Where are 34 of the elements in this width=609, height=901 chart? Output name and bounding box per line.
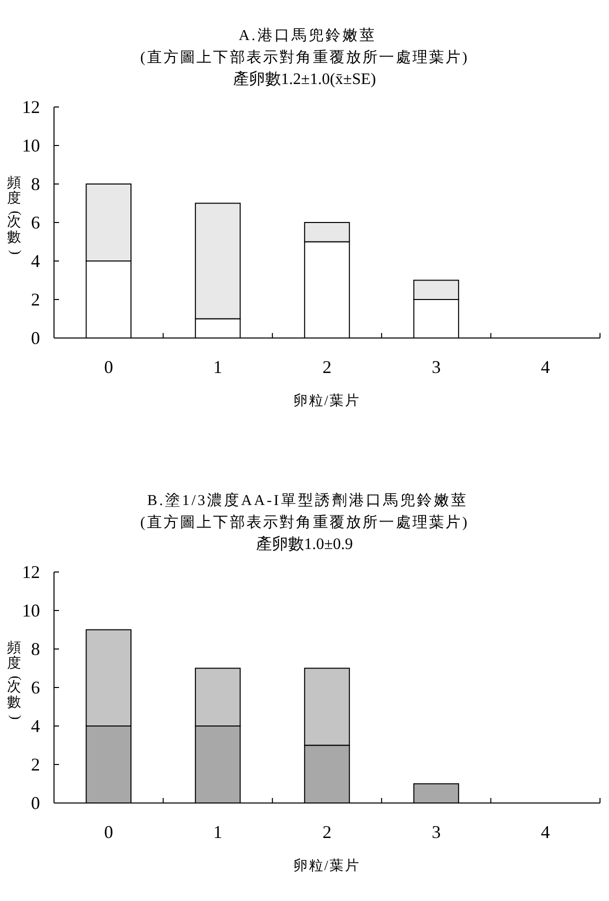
x-tick-label: 0	[104, 357, 114, 377]
y-tick-label: 2	[31, 290, 40, 310]
chart-subtitle: (直方圖上下部表示對角重覆放所一處理葉片)	[140, 49, 469, 66]
y-tick-label: 12	[22, 97, 40, 117]
x-tick-label: 1	[213, 357, 222, 377]
y-tick-label: 0	[31, 793, 40, 813]
x-axis-title: 卵粒/葉片	[293, 393, 361, 409]
x-tick-label: 4	[540, 822, 550, 842]
chart-title: B.塗1/3濃度AA-I單型誘劑港口馬兜鈴嫩莖	[147, 492, 468, 509]
y-tick-label: 4	[31, 716, 40, 736]
x-tick-label: 2	[322, 357, 332, 377]
x-tick-label: 4	[540, 357, 550, 377]
y-tick-label: 0	[31, 328, 40, 348]
x-axis-title: 卵粒/葉片	[293, 858, 361, 874]
x-tick-label: 2	[322, 822, 332, 842]
y-tick-label: 8	[31, 639, 40, 659]
y-tick-label: 12	[22, 562, 40, 582]
y-tick-label: 10	[22, 136, 40, 156]
y-tick-label: 6	[31, 212, 40, 232]
x-tick-label: 0	[104, 822, 114, 842]
y-tick-label: 4	[31, 251, 40, 271]
y-tick-label: 2	[31, 754, 40, 774]
text: 產卵數1.2±1.0(x̄±SE)	[233, 70, 376, 88]
x-tick-label: 1	[213, 822, 222, 842]
y-axis-title: 頻度(次數)	[7, 175, 23, 255]
text: 產卵數1.0±0.9	[256, 535, 353, 553]
y-tick-label: 6	[31, 678, 40, 698]
y-tick-label: 8	[31, 174, 40, 194]
y-axis-title: 頻度(次數)	[7, 640, 23, 720]
y-tick-label: 10	[22, 600, 40, 620]
chart-title: A.港口馬兜鈴嫩莖	[238, 27, 376, 44]
x-tick-label: 3	[432, 822, 441, 842]
chart-subtitle: (直方圖上下部表示對角重覆放所一處理葉片)	[140, 514, 469, 531]
x-tick-label: 3	[432, 357, 441, 377]
